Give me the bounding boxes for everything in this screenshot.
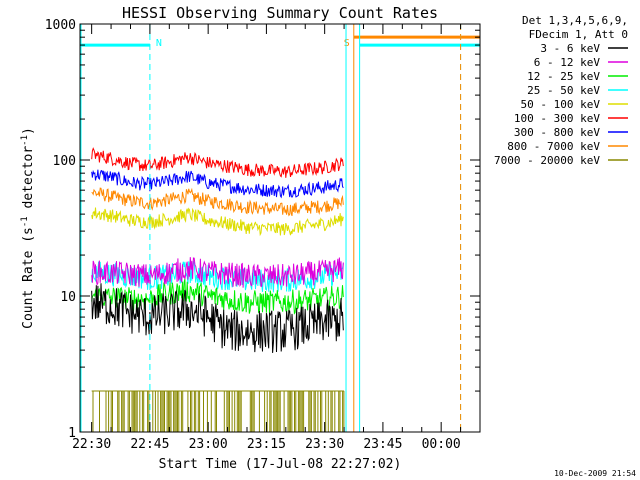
x-tick-label: 23:00	[189, 437, 228, 452]
x-tick-label: 00:00	[422, 437, 461, 452]
y-tick-label: 10	[60, 290, 76, 305]
legend-entry-label: 300 - 800 keV	[514, 126, 600, 139]
y-axis-label-sup2: -1	[20, 135, 30, 146]
legend-entry-label: 6 - 12 keV	[534, 56, 601, 69]
legend-entry-label: 50 - 100 keV	[521, 98, 601, 111]
chart-title: HESSI Observing Summary Count Rates	[122, 4, 438, 22]
legend-entry-label: 7000 - 20000 keV	[494, 154, 600, 167]
axis-layer: 1 10 100 1000 22:30 22:45 23:00 23:15 23:30 23:45…	[45, 18, 481, 452]
y-tick-label: 1000	[45, 18, 76, 33]
series-800-7000-kev	[91, 187, 344, 217]
y-tick-label: 100	[53, 154, 76, 169]
legend-entry-label: 3 - 6 keV	[540, 42, 600, 55]
series-7000-20000-kev	[91, 390, 345, 432]
x-tick-label: 22:30	[72, 437, 111, 452]
x-tick-label: 23:45	[363, 437, 402, 452]
series-100-300-kev	[91, 147, 344, 178]
series-6-12-kev	[91, 257, 344, 288]
y-axis-label-main: Count Rate (s	[21, 227, 36, 329]
x-tick-label: 22:45	[130, 437, 169, 452]
legend: Det 1,3,4,5,6,9,FDecim 1, Att 03 - 6 keV…	[494, 14, 628, 167]
x-tick-label: 23:15	[247, 437, 286, 452]
series-layer	[91, 147, 345, 432]
series-300-800-kev	[91, 169, 344, 199]
y-axis-label-mid: detector	[21, 146, 36, 217]
series-50-100-kev	[91, 207, 344, 237]
event-marker-label: S	[344, 38, 350, 49]
y-axis-label-end: )	[21, 127, 36, 135]
event-marker-label: N	[156, 38, 162, 49]
legend-header-line: FDecim 1, Att 0	[529, 28, 628, 41]
y-axis-label: Count Rate (s-1 detector-1)	[20, 127, 36, 329]
y-axis-label-sup1: -1	[20, 216, 30, 227]
plot-frame	[79, 23, 481, 433]
legend-entry-label: 12 - 25 keV	[527, 70, 600, 83]
generation-timestamp: 10-Dec-2009 21:54	[554, 469, 636, 478]
y-tick-label: 1	[68, 426, 76, 441]
x-axis-label: Start Time (17-Jul-08 22:27:02)	[159, 457, 402, 472]
legend-entry-label: 25 - 50 keV	[527, 84, 600, 97]
series-3-6-kev	[91, 283, 344, 353]
x-tick-label: 23:30	[305, 437, 344, 452]
legend-entry-label: 100 - 300 keV	[514, 112, 600, 125]
legend-header-line: Det 1,3,4,5,6,9,	[522, 14, 628, 27]
legend-entry-label: 800 - 7000 keV	[507, 140, 600, 153]
